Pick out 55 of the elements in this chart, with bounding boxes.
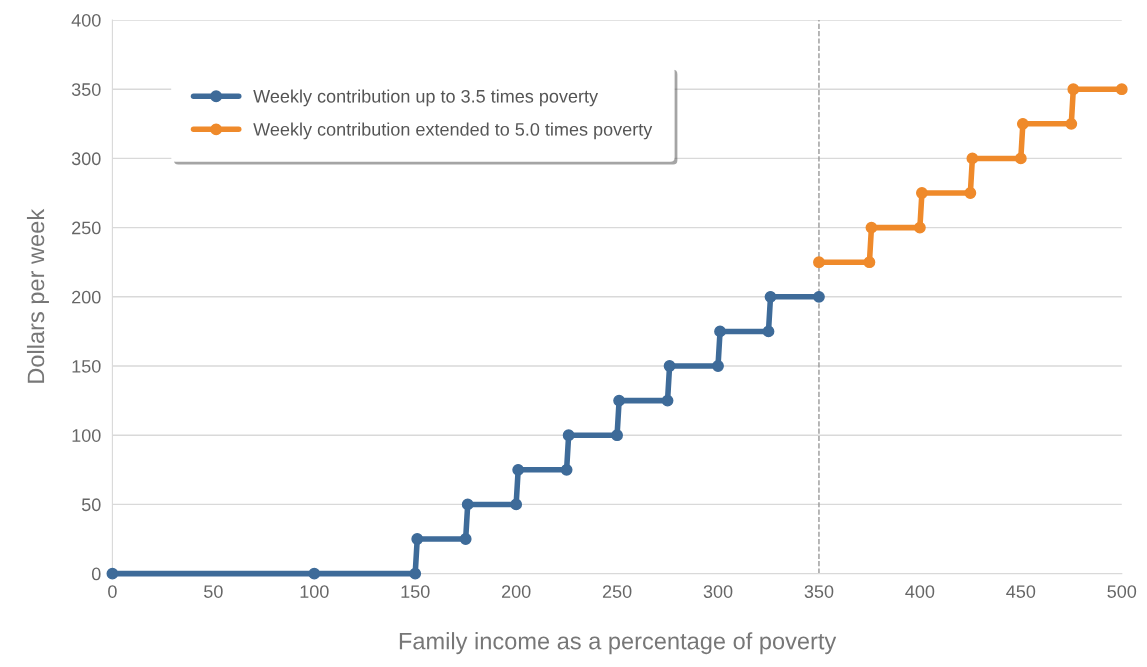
point <box>560 463 573 476</box>
y-tick-label: 400 <box>71 13 101 27</box>
y-tick-label: 350 <box>71 83 101 96</box>
point <box>409 567 422 580</box>
point <box>106 567 119 580</box>
x-tick-label: 50 <box>204 585 223 598</box>
point <box>813 256 825 269</box>
y-tick-label: 200 <box>72 290 101 304</box>
point <box>714 325 726 338</box>
point <box>1016 117 1029 130</box>
point <box>966 152 979 165</box>
point <box>913 221 926 234</box>
point <box>461 498 474 511</box>
y-tick-label: 0 <box>91 567 101 581</box>
point <box>562 429 575 442</box>
y-tick-label: 300 <box>71 152 101 166</box>
legend-label: Weekly contribution extended to 5.0 times poverty <box>253 122 653 140</box>
point <box>813 290 825 303</box>
point <box>1014 152 1027 165</box>
x-tick-label: 0 <box>108 585 117 598</box>
y-tick-label: 100 <box>72 429 101 442</box>
point <box>512 463 525 476</box>
x-tick-label: 150 <box>401 585 430 598</box>
point <box>1065 117 1078 130</box>
point <box>611 429 623 442</box>
point <box>764 290 777 303</box>
point <box>1115 83 1128 96</box>
point <box>964 187 977 199</box>
point <box>863 256 876 269</box>
point <box>663 360 676 372</box>
point <box>1067 83 1080 96</box>
legend-label: Weekly contribution up to 3.5 times poverty <box>253 89 599 107</box>
y-tick-label: 50 <box>81 498 101 512</box>
point <box>510 498 523 511</box>
y-tick-label: 150 <box>72 359 101 373</box>
point <box>661 394 674 407</box>
y-tick-label: 250 <box>72 221 101 235</box>
point <box>308 567 321 580</box>
x-tick-label: 350 <box>804 585 834 598</box>
x-tick-label: 200 <box>502 585 531 598</box>
point <box>712 360 724 372</box>
x-tick-label: 500 <box>1107 585 1137 598</box>
x-tick-label: 300 <box>703 585 733 598</box>
x-tick-label: 250 <box>602 585 632 598</box>
point <box>916 187 928 199</box>
x-axis-title: Family income as a percentage of poverty <box>399 632 837 655</box>
y-axis-title: Dollars per week <box>26 208 49 383</box>
point <box>459 533 472 545</box>
x-tick-label: 450 <box>1006 585 1036 598</box>
point <box>865 221 878 234</box>
point <box>613 394 626 407</box>
x-tick-label: 100 <box>300 585 329 598</box>
point <box>411 533 424 545</box>
x-tick-label: 400 <box>905 585 935 598</box>
point <box>762 325 775 338</box>
